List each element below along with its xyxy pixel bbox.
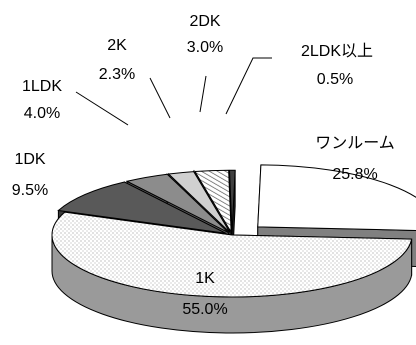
leader-2k [149,77,171,119]
leader-1ldk [75,91,129,126]
label-2ldk-value: 0.5% [317,71,353,88]
label-1ldk-value: 4.0% [24,105,60,122]
slice-top [125,173,229,233]
label-1ldk-name: 1LDK [22,78,62,95]
slice-1K [51,211,413,334]
label-2k-name: 2K [107,37,127,54]
leader-2dk [199,75,207,113]
label-2k-value: 2.3% [99,66,135,83]
label-1dk-name: 1DK [14,151,45,168]
label-1k-value: 55.0% [182,301,227,318]
slice-top [51,211,413,298]
slice-top [228,169,236,233]
leader-2ldk [225,57,272,115]
label-1dk-value: 9.5% [12,182,48,199]
leader-lines [75,57,272,126]
slice-top [167,171,231,233]
pie-slices [51,164,416,334]
label-1k-name: 1K [195,270,215,287]
label-2dk-name: 2DK [189,13,220,30]
label-2ldk-name: 2LDK以上 [301,42,373,60]
label-1room-value: 25.8% [332,166,377,183]
slice-top [57,181,226,234]
slice-top [194,169,232,233]
label-1room-name: ワンルーム [315,135,395,152]
slice-labels: ワンルーム 25.8% 1K 55.0% 1DK 9.5% 1LDK 4.0% … [12,13,395,318]
slice-top [257,164,416,231]
label-2dk-value: 3.0% [187,39,223,56]
